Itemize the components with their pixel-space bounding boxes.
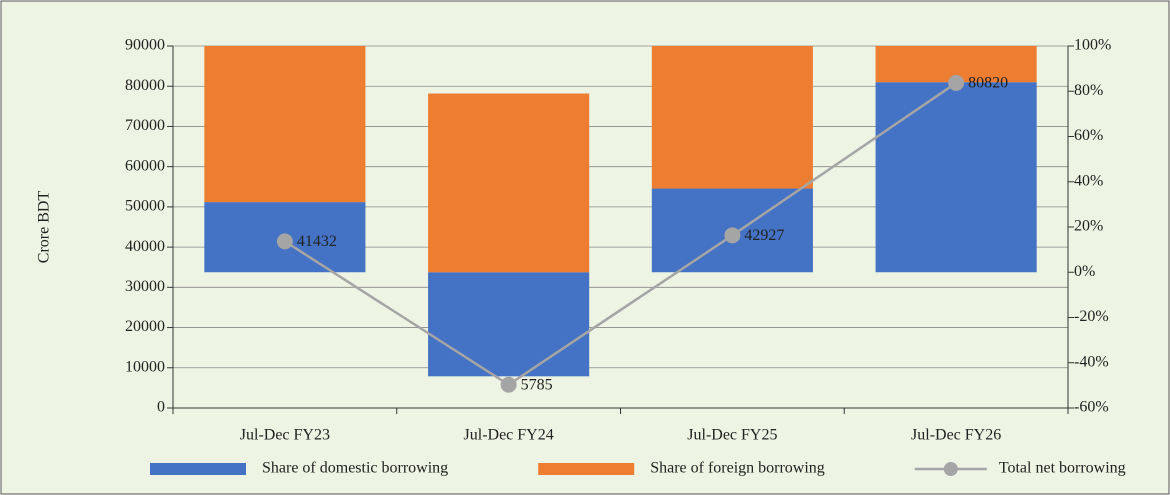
line-marker <box>724 227 741 244</box>
data-label: 80820 <box>968 75 1008 92</box>
y-tick-label: 40000 <box>125 238 165 255</box>
data-label: 42927 <box>744 227 784 244</box>
y-tick-label: 30000 <box>125 278 165 295</box>
bar <box>651 46 813 189</box>
y2-tick-label: 20% <box>1074 218 1103 235</box>
bar <box>204 46 366 203</box>
line-marker <box>948 74 965 91</box>
legend-swatch <box>538 463 635 475</box>
legend-label: Share of foreign borrowing <box>650 460 825 477</box>
y-tick-label: 70000 <box>125 117 165 134</box>
x-tick-label: Jul-Dec FY26 <box>911 427 1001 444</box>
y2-tick-label: 60% <box>1074 127 1103 144</box>
line <box>284 81 957 387</box>
line-marker <box>500 376 517 393</box>
y2-tick-label: -60% <box>1074 399 1109 416</box>
bar <box>428 272 590 377</box>
y-tick-label: 50000 <box>125 198 165 215</box>
bar <box>875 82 1037 273</box>
legend-label: Total net borrowing <box>999 460 1126 477</box>
legend-swatch <box>150 463 246 475</box>
y2-tick-label: -20% <box>1074 308 1109 325</box>
y2-tick-label: -40% <box>1074 353 1109 370</box>
line-marker <box>276 233 293 250</box>
y2-tick-label: 40% <box>1074 172 1103 189</box>
legend-marker <box>943 462 958 476</box>
legend-label: Share of domestic borrowing <box>262 460 448 477</box>
y2-tick-label: 100% <box>1074 37 1111 54</box>
y-tick-label: 90000 <box>125 37 165 54</box>
y-tick-label: 20000 <box>125 318 165 335</box>
y2-tick-label: 80% <box>1074 82 1103 99</box>
data-label: 5785 <box>521 376 553 393</box>
x-tick-label: Jul-Dec FY23 <box>240 427 330 444</box>
data-label: 41432 <box>297 233 337 250</box>
bar <box>428 93 590 273</box>
y-tick-label: 80000 <box>125 77 165 94</box>
x-tick-label: Jul-Dec FY25 <box>687 427 777 444</box>
y2-tick-label: 0% <box>1074 263 1095 280</box>
y-tick-label: 60000 <box>125 157 165 174</box>
y-axis-title: Crore BDT <box>36 191 53 264</box>
y-tick-label: 0 <box>157 399 165 416</box>
y-tick-label: 10000 <box>125 358 165 375</box>
x-tick-label: Jul-Dec FY24 <box>464 427 554 444</box>
